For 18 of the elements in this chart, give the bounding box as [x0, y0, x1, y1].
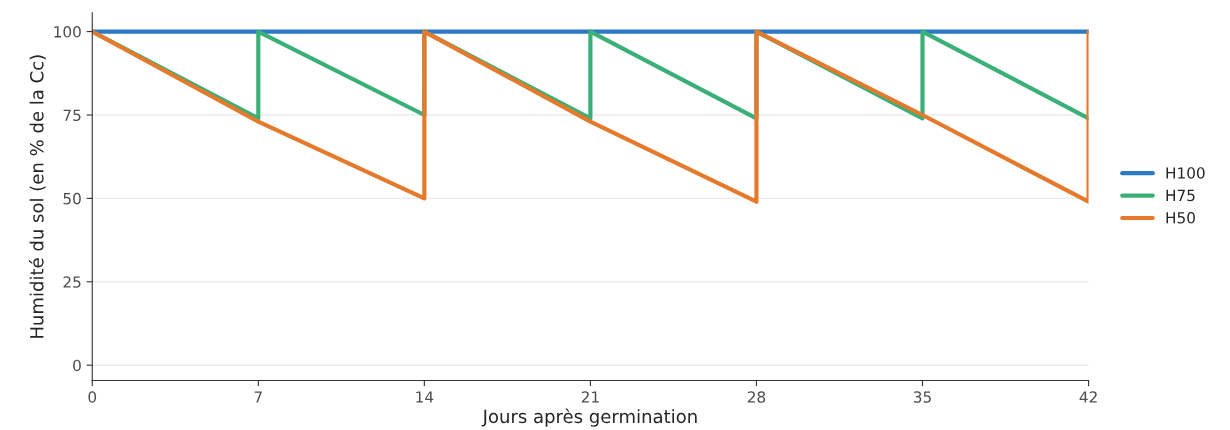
y-tick-label: 100	[54, 26, 81, 38]
x-tick-label: 21	[581, 391, 599, 403]
x-tick-label: 14	[416, 391, 434, 403]
y-axis-title: Humidité du sol (en % de la Cc)	[28, 55, 46, 338]
y-tick-label: 50	[63, 192, 81, 205]
legend-label: H75	[1166, 189, 1195, 202]
x-tick-label: 0	[88, 391, 97, 403]
x-tick-label: 7	[254, 391, 262, 403]
line-series	[92, 29, 1089, 204]
y-tick-label: 25	[63, 276, 81, 288]
x-axis-title: Jours après germination	[481, 408, 697, 427]
y-tick-label: 75	[63, 109, 81, 122]
x-tick-label: 42	[1079, 391, 1097, 403]
x-tick-label: 35	[913, 391, 931, 403]
x-tick-label: 28	[747, 391, 766, 403]
legend-label: H50	[1166, 212, 1195, 224]
y-tick-label: 0	[73, 359, 81, 372]
legend-label: H100	[1166, 167, 1205, 179]
